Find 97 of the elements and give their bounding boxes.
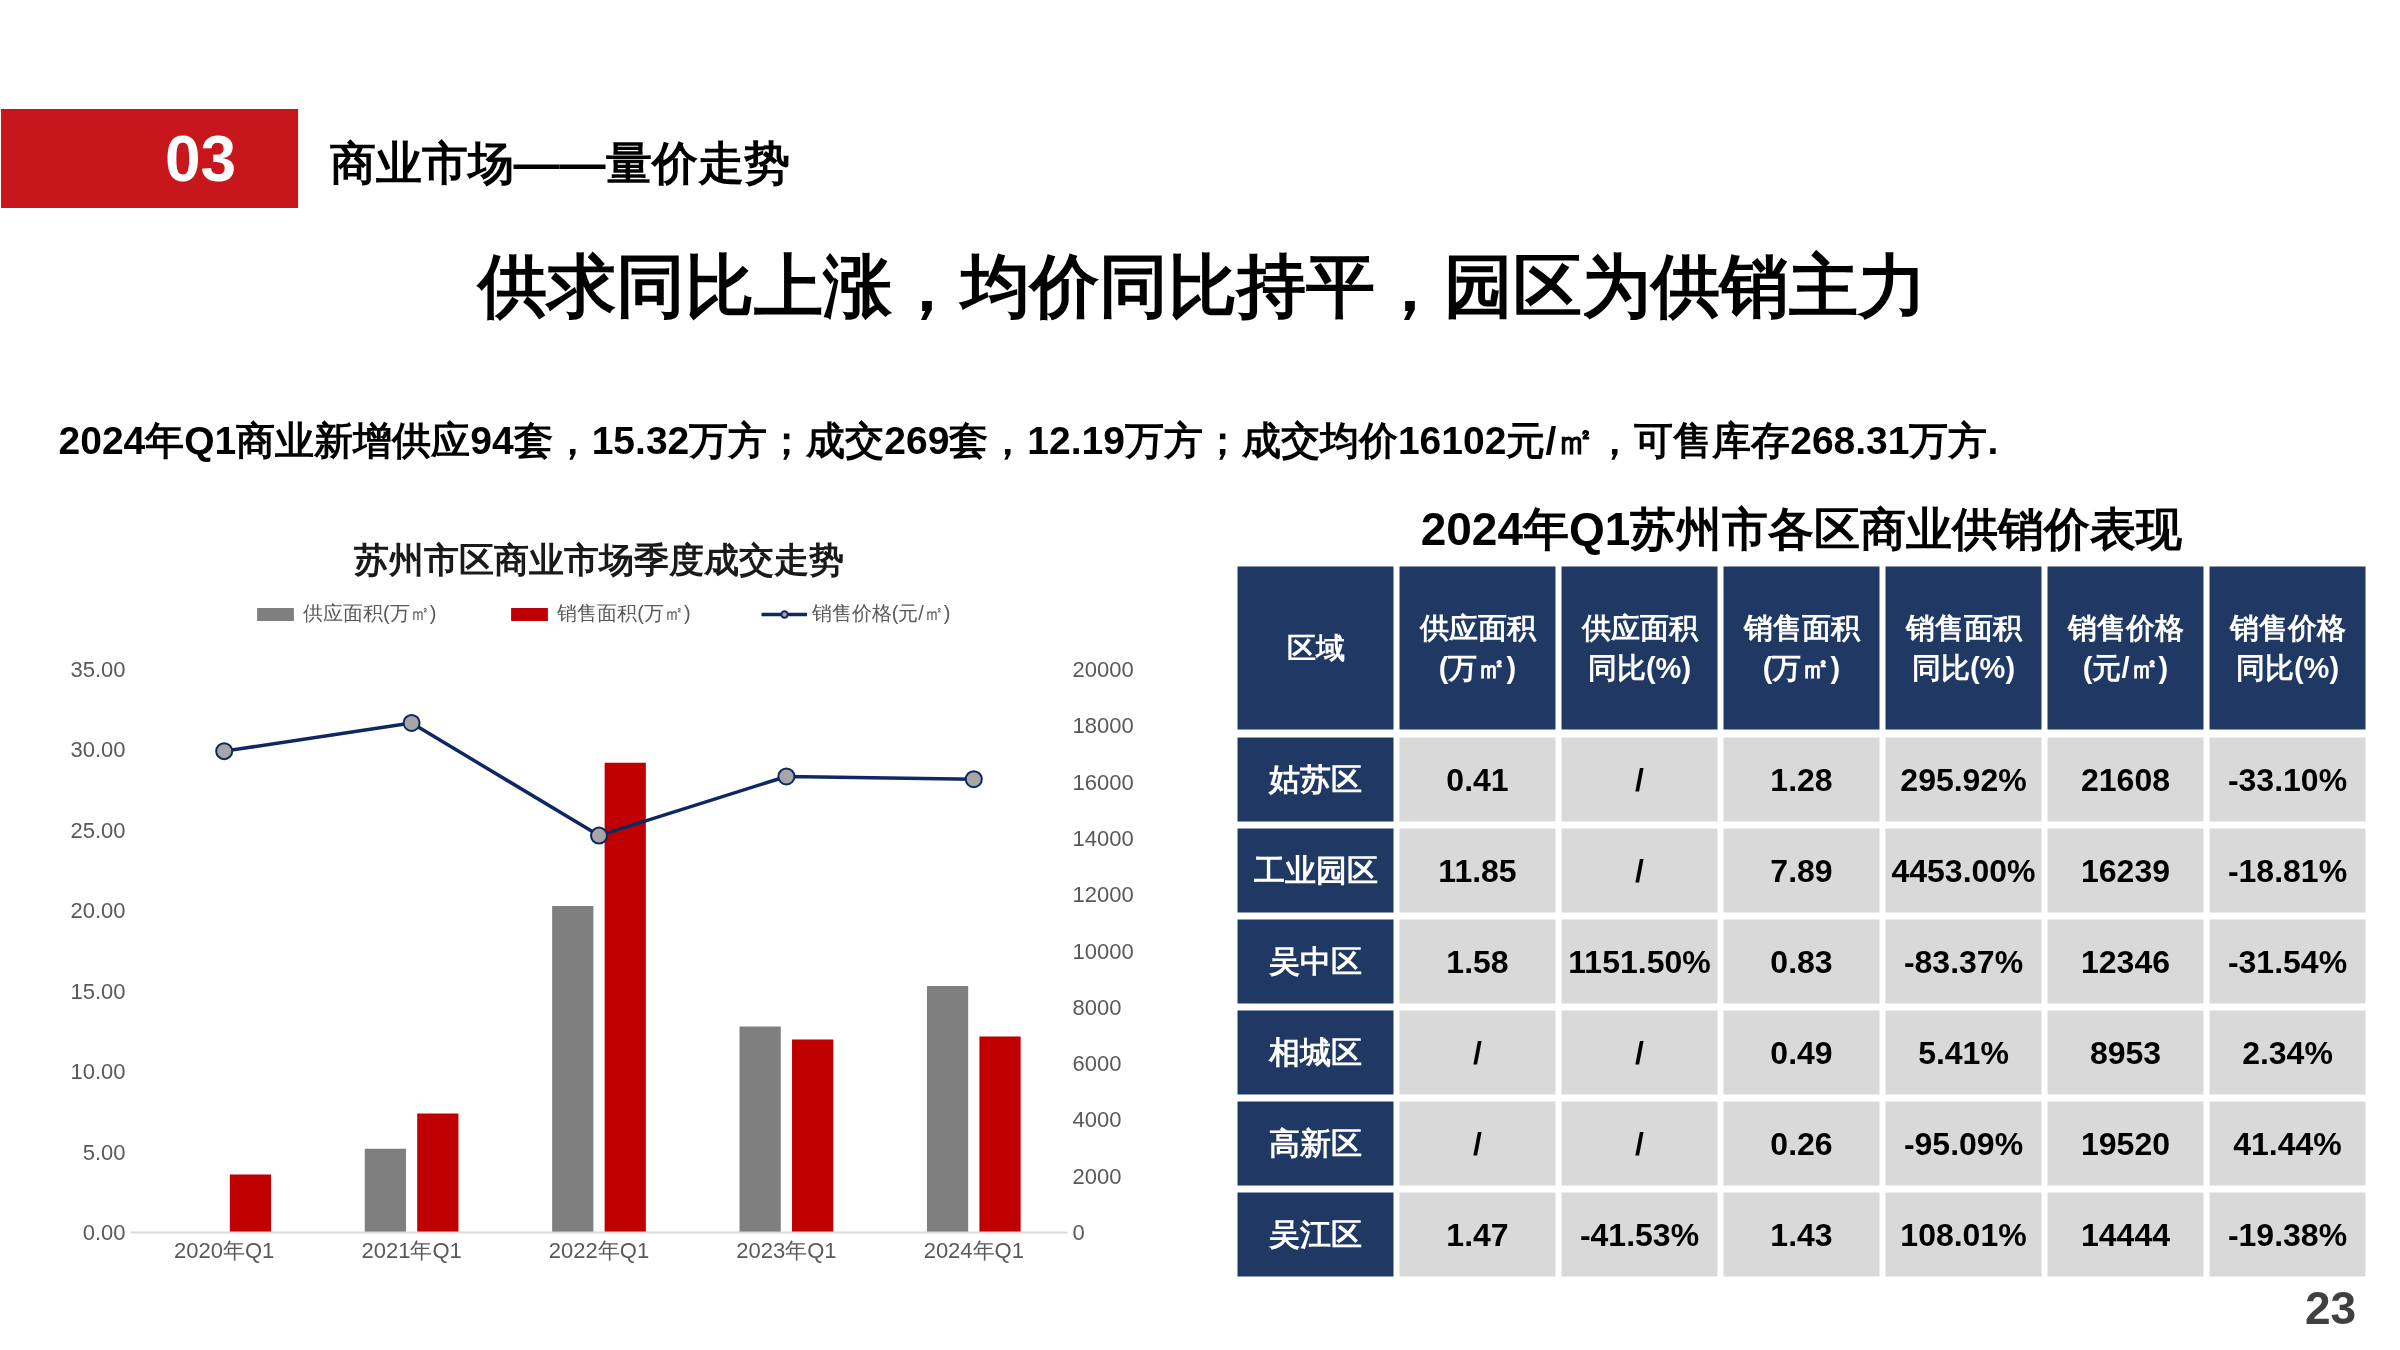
text: 108.01%	[1900, 1216, 2027, 1253]
y-tick-label: 25.00	[70, 817, 126, 843]
legend-label: 销售面积(万㎡)	[557, 601, 691, 626]
text: 03	[164, 123, 237, 195]
category-label: 销售面积同比(%)	[1903, 612, 2023, 684]
text: 1.58	[1446, 943, 1509, 980]
text: 16239	[2081, 852, 2170, 889]
y2-tick-label: 10000	[1072, 938, 1134, 964]
y-tick-label: 20.00	[70, 898, 126, 924]
y2-tick-label: 2000	[1072, 1163, 1122, 1189]
text: 2024年Q1苏州市各区商业供销价表现	[1420, 502, 2184, 555]
point	[402, 714, 421, 732]
x-tick-label: 2020年Q1	[174, 1237, 275, 1263]
bar	[417, 1113, 459, 1233]
category-label: 销售价格(元/㎡)	[2065, 612, 2184, 684]
category-label: 销售面积(万㎡)	[1741, 612, 1861, 684]
text: 5.41%	[1918, 1034, 2009, 1071]
bar	[229, 1174, 272, 1233]
category-label: 吴中区	[1269, 944, 1362, 979]
x-tick-label: 2022年Q1	[548, 1237, 650, 1263]
category-label: 相城区	[1269, 1035, 1362, 1070]
text: 7.89	[1770, 852, 1833, 889]
text: -31.54%	[2227, 943, 2348, 980]
x-tick-label: 2021年Q1	[361, 1237, 462, 1263]
text: 1.28	[1770, 761, 1833, 798]
x-tick-label: 2024年Q1	[923, 1237, 1024, 1263]
text: -41.53%	[1579, 1216, 1700, 1253]
y2-tick-label: 18000	[1072, 713, 1134, 739]
bar	[792, 1039, 834, 1233]
text: 1151.50%	[1568, 943, 1711, 980]
bar	[926, 986, 969, 1233]
category-label: 供应面积(万㎡)	[1418, 612, 1537, 684]
text: 1.47	[1446, 1216, 1509, 1253]
text: /	[1635, 852, 1644, 889]
text: 11.85	[1438, 852, 1517, 889]
y-tick-label: 15.00	[70, 978, 126, 1004]
text: 0.26	[1770, 1125, 1833, 1162]
text: 14444	[2081, 1216, 2170, 1253]
point	[777, 767, 796, 786]
bar	[604, 762, 646, 1233]
category-label: 高新区	[1269, 1126, 1362, 1161]
text: 0.41	[1446, 761, 1509, 798]
text: 19520	[2081, 1125, 2170, 1162]
text: 21608	[2081, 761, 2170, 798]
x-tick-label: 2023年Q1	[736, 1237, 837, 1263]
y-tick-label: 30.00	[70, 737, 126, 763]
text: 2.34%	[2242, 1034, 2333, 1071]
y2-tick-label: 8000	[1072, 994, 1122, 1020]
category-label: 销售价格同比(%)	[2227, 612, 2346, 684]
text: 2024年Q1商业新增供应94套，15.32万方；成交269套，12.19万方；成交均价16102元/㎡，可售库存268.31万方.	[58, 419, 1999, 462]
category-label: 姑苏区	[1269, 762, 1362, 797]
text: 商业市场——量价走势	[329, 136, 790, 189]
legend-label: 销售价格(元/㎡)	[811, 601, 951, 626]
y-tick-label: 10.00	[70, 1059, 126, 1085]
text: 1.43	[1770, 1216, 1833, 1253]
text: /	[1635, 761, 1644, 798]
text: 41.44%	[2233, 1125, 2342, 1162]
bar	[364, 1148, 406, 1233]
text: -18.81%	[2227, 852, 2348, 889]
text: -33.10%	[2227, 761, 2348, 798]
text: /	[1635, 1034, 1644, 1071]
y2-tick-label: 20000	[1072, 657, 1134, 682]
y2-tick-label: 6000	[1072, 1051, 1122, 1077]
chart-title: 苏州市区商业市场季度成交走势	[353, 540, 844, 579]
bar	[552, 905, 594, 1233]
y2-tick-label: 16000	[1072, 769, 1134, 795]
point	[964, 770, 983, 789]
category-label: 供应面积同比(%)	[1580, 612, 1699, 684]
y-tick-label: 35.00	[70, 657, 126, 682]
y2-tick-label: 4000	[1072, 1107, 1122, 1133]
y-tick-label: 5.00	[82, 1139, 126, 1165]
text: 295.92%	[1900, 761, 2027, 798]
text: -19.38%	[2227, 1216, 2348, 1253]
bar	[979, 1036, 1021, 1233]
y2-tick-label: 14000	[1072, 825, 1134, 851]
text: 12346	[2081, 943, 2170, 980]
text: 0.83	[1770, 943, 1833, 980]
text: 供求同比上涨，均价同比持平，园区为供销主力	[476, 248, 1927, 325]
y2-tick-label: 12000	[1072, 882, 1134, 908]
category-label: 吴江区	[1269, 1217, 1362, 1252]
text: 0.49	[1770, 1034, 1833, 1071]
category-label: 工业园区	[1253, 853, 1378, 888]
text: 区域	[1286, 632, 1345, 664]
text: /	[1473, 1034, 1482, 1071]
text: -95.09%	[1903, 1125, 2024, 1162]
text: 23	[2304, 1281, 2357, 1334]
legend-label: 供应面积(万㎡)	[303, 601, 437, 626]
point	[590, 826, 608, 845]
y-tick-label: 0.00	[82, 1220, 126, 1245]
text: 8953	[2089, 1034, 2162, 1071]
text: /	[1635, 1125, 1644, 1162]
text: /	[1473, 1125, 1482, 1162]
point	[215, 742, 234, 761]
text: 4453.00%	[1891, 852, 2036, 889]
y2-tick-label: 0	[1072, 1220, 1085, 1245]
bar	[739, 1026, 781, 1233]
text: -83.37%	[1903, 943, 2024, 980]
